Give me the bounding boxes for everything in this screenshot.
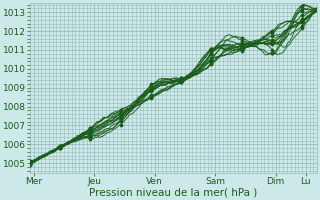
X-axis label: Pression niveau de la mer( hPa ): Pression niveau de la mer( hPa ) bbox=[90, 187, 258, 197]
